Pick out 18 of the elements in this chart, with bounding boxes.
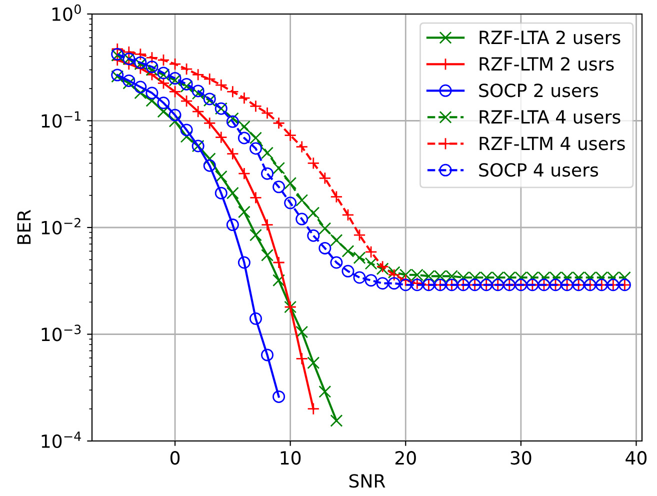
x-axis-title: SNR <box>349 474 386 488</box>
x-tick-label: 20 <box>395 451 416 465</box>
legend-label: RZF-LTM 4 users <box>480 136 625 150</box>
y-tick-label: 10$^{−2}$ <box>42 218 80 234</box>
y-tick-label: 10$^{−1}$ <box>42 111 80 128</box>
y-tick-label: 10$^{−3}$ <box>42 324 81 342</box>
legend-label: RZF-LTM 2 usrs <box>480 57 614 71</box>
legend-label: SOCP 4 users <box>479 163 598 177</box>
x-tick-label: 0 <box>170 451 180 465</box>
legend-label: RZF-LTA 2 users <box>480 30 620 44</box>
y-axis-title: BER <box>17 210 31 244</box>
legend-label: RZF-LTA 4 users <box>480 110 620 124</box>
y-tick-label: 10$^{−4}$ <box>42 432 81 448</box>
x-tick-label: 40 <box>626 451 647 465</box>
x-tick-label: 30 <box>510 451 532 465</box>
y-tick-label: 10$^{0}$ <box>52 4 81 21</box>
x-tick-label: 10 <box>280 451 301 465</box>
legend-label: SOCP 2 users <box>479 84 598 98</box>
